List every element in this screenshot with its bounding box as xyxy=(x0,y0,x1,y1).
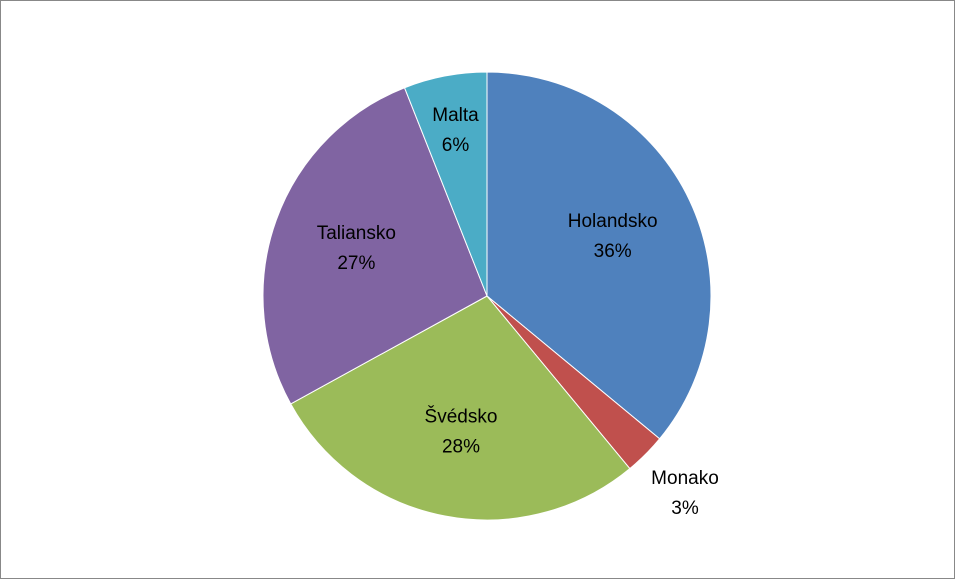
pie-slice xyxy=(403,71,488,297)
pie-slice xyxy=(262,87,488,405)
slice-value-label: 3% xyxy=(671,498,699,519)
slice-label: Monako xyxy=(651,468,719,489)
slice-value-label: 28% xyxy=(442,436,480,457)
pie-slice xyxy=(290,295,631,521)
slice-label: Holandsko xyxy=(568,211,658,232)
slice-value-label: 6% xyxy=(442,135,470,156)
slice-value-label: 27% xyxy=(337,253,375,274)
slice-label: Malta xyxy=(432,105,479,126)
slice-value-label: 36% xyxy=(594,241,632,262)
slice-label: Švédsko xyxy=(425,405,498,427)
slice-label: Taliansko xyxy=(317,223,396,244)
pie-slice xyxy=(486,71,712,440)
